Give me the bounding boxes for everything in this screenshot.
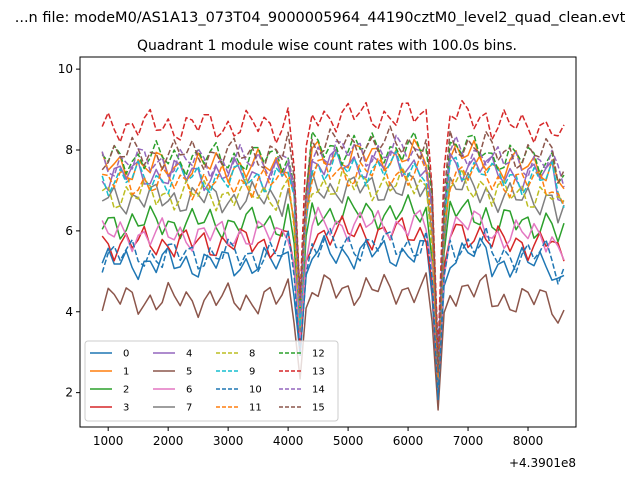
series-line-6 xyxy=(101,206,565,390)
series-line-12 xyxy=(101,131,565,357)
legend-label-8: 8 xyxy=(249,349,255,360)
legend-label-11: 11 xyxy=(249,403,262,414)
x-tick-label: 4000 xyxy=(273,434,304,448)
y-tick-label: 2 xyxy=(65,386,73,400)
series-line-14 xyxy=(101,134,565,365)
y-tick-label: 6 xyxy=(65,224,73,238)
x-axis: 1000 2000 3000 4000 5000 6000 7000 8000 xyxy=(93,427,543,448)
series-line-0 xyxy=(101,234,565,393)
x-tick-label: 7000 xyxy=(453,434,484,448)
x-tick-label: 8000 xyxy=(513,434,544,448)
series-line-15 xyxy=(101,125,565,374)
series-line-8 xyxy=(101,166,565,368)
legend-label-13: 13 xyxy=(312,367,325,378)
legend-label-6: 6 xyxy=(186,385,192,396)
y-tick-label: 10 xyxy=(58,62,73,76)
series-line-5 xyxy=(101,272,565,411)
legend-box xyxy=(84,340,339,422)
x-offset-label: +4.3901e8 xyxy=(509,456,576,470)
legend-label-14: 14 xyxy=(312,385,325,396)
y-tick-label: 4 xyxy=(65,305,73,319)
y-axis: 2 4 6 8 10 xyxy=(58,62,80,400)
plot-frame xyxy=(79,56,577,428)
legend-label-1: 1 xyxy=(123,367,129,378)
legend-label-10: 10 xyxy=(249,385,262,396)
legend-label-15: 15 xyxy=(312,403,325,414)
x-tick-label: 5000 xyxy=(333,434,364,448)
legend-label-12: 12 xyxy=(312,349,325,360)
legend-label-7: 7 xyxy=(186,403,192,414)
y-tick-label: 8 xyxy=(65,143,73,157)
legend-label-5: 5 xyxy=(186,367,192,378)
series-lines xyxy=(101,99,565,411)
legend-label-2: 2 xyxy=(123,385,129,396)
x-tick-label: 1000 xyxy=(93,434,124,448)
series-line-13 xyxy=(101,99,565,353)
series-line-10 xyxy=(101,226,565,401)
legend-label-3: 3 xyxy=(123,403,129,414)
legend-label-0: 0 xyxy=(123,349,129,360)
figure-suptitle: ...n file: modeM0/AS1A13_073T04_90000059… xyxy=(15,10,626,26)
x-tick-label: 2000 xyxy=(153,434,184,448)
series-line-1 xyxy=(101,138,565,364)
x-tick-label: 6000 xyxy=(393,434,424,448)
legend-label-4: 4 xyxy=(186,349,192,360)
chart-title: Quadrant 1 module wise count rates with … xyxy=(137,38,517,54)
series-line-2 xyxy=(101,194,565,394)
x-tick-label: 3000 xyxy=(213,434,244,448)
series-line-11 xyxy=(102,154,565,378)
legend-label-9: 9 xyxy=(249,367,255,378)
series-line-9 xyxy=(101,150,565,364)
